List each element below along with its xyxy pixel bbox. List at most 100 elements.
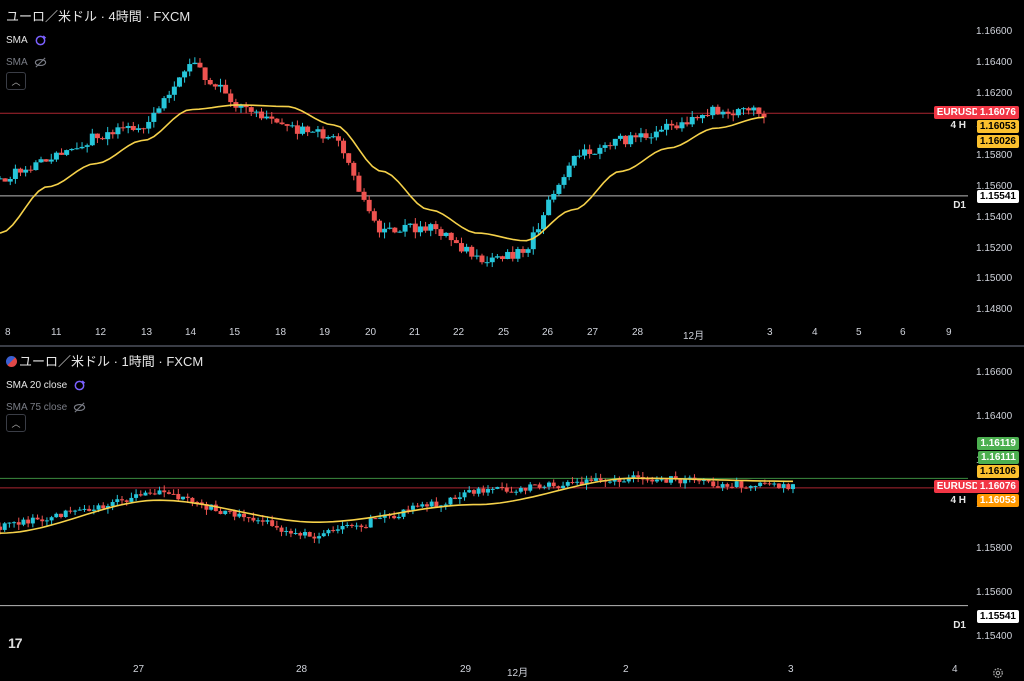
candle[interactable]	[187, 58, 193, 77]
candle[interactable]	[264, 110, 270, 120]
candle[interactable]	[535, 223, 541, 235]
eye-hidden-icon[interactable]	[34, 56, 47, 69]
candle[interactable]	[715, 104, 721, 115]
candle[interactable]	[21, 517, 26, 527]
candle[interactable]	[402, 219, 408, 237]
candle[interactable]	[232, 509, 237, 521]
candle[interactable]	[648, 133, 654, 144]
candle[interactable]	[457, 492, 462, 504]
candle[interactable]	[161, 96, 167, 111]
pane-divider[interactable]	[0, 345, 1024, 347]
candle[interactable]	[325, 135, 331, 140]
candle[interactable]	[382, 510, 387, 523]
candle[interactable]	[246, 517, 251, 523]
candle[interactable]	[406, 505, 411, 514]
candle[interactable]	[162, 485, 167, 498]
candle[interactable]	[307, 531, 312, 537]
candle[interactable]	[7, 176, 13, 186]
chart-pane-4h[interactable]: ユーロ／米ドル · 4時間 · FXCM SMA SMA ︿ 1.16600 1.…	[0, 0, 1024, 346]
candle[interactable]	[561, 481, 566, 490]
candle[interactable]	[171, 81, 177, 101]
candle[interactable]	[684, 116, 690, 127]
candle[interactable]	[382, 222, 388, 239]
candle[interactable]	[26, 516, 31, 528]
candle[interactable]	[305, 125, 311, 137]
candle[interactable]	[740, 107, 746, 115]
candle[interactable]	[138, 490, 143, 497]
candle[interactable]	[576, 149, 582, 159]
candle[interactable]	[495, 486, 500, 490]
candle[interactable]	[274, 117, 280, 124]
gear-icon[interactable]	[992, 667, 1004, 679]
candle[interactable]	[30, 514, 35, 528]
candle[interactable]	[499, 255, 505, 262]
candle[interactable]	[124, 499, 129, 506]
candle[interactable]	[565, 480, 570, 488]
candle[interactable]	[561, 174, 567, 189]
candle[interactable]	[354, 522, 359, 530]
candle[interactable]	[476, 486, 481, 497]
candle[interactable]	[392, 227, 398, 234]
candle[interactable]	[484, 256, 490, 267]
candle[interactable]	[288, 528, 293, 538]
candle[interactable]	[705, 108, 711, 118]
candle[interactable]	[725, 482, 730, 490]
candle[interactable]	[678, 478, 683, 487]
candle[interactable]	[636, 471, 641, 483]
candle[interactable]	[340, 521, 345, 534]
candle[interactable]	[182, 70, 188, 83]
candle[interactable]	[725, 108, 731, 119]
candle[interactable]	[415, 502, 420, 508]
candle[interactable]	[547, 481, 551, 490]
candle[interactable]	[294, 120, 300, 140]
candle[interactable]	[364, 524, 368, 529]
candle[interactable]	[612, 138, 618, 150]
candle[interactable]	[284, 526, 289, 536]
candle[interactable]	[758, 481, 763, 488]
candle[interactable]	[68, 506, 73, 514]
candle[interactable]	[786, 482, 791, 491]
candle[interactable]	[593, 473, 598, 482]
candle[interactable]	[82, 505, 87, 513]
candle[interactable]	[212, 83, 218, 90]
candle[interactable]	[315, 125, 321, 138]
chart-canvas-1h[interactable]	[0, 347, 1024, 681]
candle[interactable]	[192, 57, 198, 65]
candle[interactable]	[566, 162, 572, 181]
candle[interactable]	[259, 108, 265, 121]
candle[interactable]	[412, 218, 418, 239]
candle[interactable]	[453, 494, 458, 500]
candle[interactable]	[125, 122, 131, 134]
candle[interactable]	[410, 502, 415, 515]
candle[interactable]	[284, 123, 290, 132]
candle[interactable]	[366, 195, 372, 214]
candle[interactable]	[448, 496, 453, 507]
candle[interactable]	[514, 489, 519, 496]
candle[interactable]	[361, 188, 367, 202]
candle[interactable]	[253, 109, 259, 118]
candle[interactable]	[300, 122, 306, 136]
candle[interactable]	[202, 67, 208, 86]
candle[interactable]	[166, 90, 172, 103]
candle[interactable]	[518, 486, 523, 494]
candle[interactable]	[438, 226, 444, 240]
candle[interactable]	[494, 254, 500, 259]
candle[interactable]	[256, 517, 261, 525]
candle[interactable]	[345, 522, 350, 528]
candle[interactable]	[423, 221, 429, 233]
candle[interactable]	[587, 144, 593, 159]
candle[interactable]	[101, 502, 106, 509]
candle[interactable]	[669, 120, 675, 130]
candle[interactable]	[135, 124, 141, 133]
candle[interactable]	[120, 495, 124, 506]
candle[interactable]	[346, 153, 352, 166]
candle[interactable]	[523, 487, 528, 495]
candle[interactable]	[156, 106, 162, 114]
candle[interactable]	[371, 208, 377, 223]
candle[interactable]	[269, 112, 275, 124]
candle[interactable]	[448, 232, 454, 247]
candle[interactable]	[143, 490, 148, 496]
candle[interactable]	[608, 480, 612, 484]
candle[interactable]	[643, 129, 649, 141]
candle[interactable]	[429, 499, 434, 509]
